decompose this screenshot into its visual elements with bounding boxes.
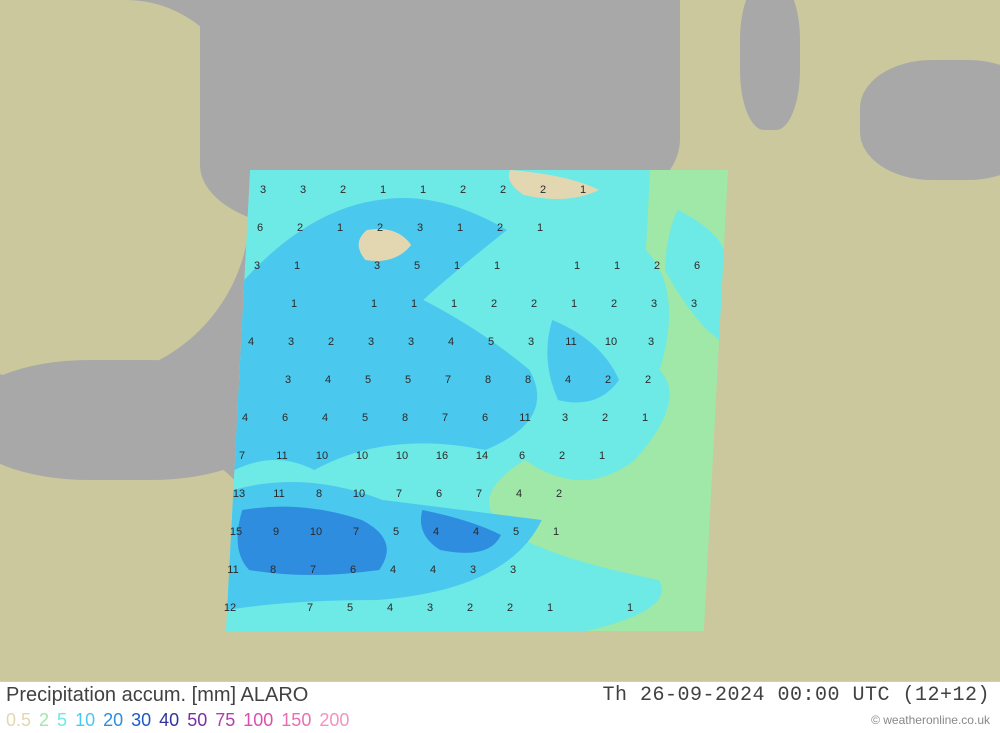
legend-step: 30 [131, 710, 151, 730]
copyright-label: © weatheronline.co.uk [871, 713, 990, 727]
sea [0, 360, 270, 480]
sea [740, 0, 800, 130]
parameter-label: Precipitation accum. [6, 684, 186, 706]
sea [860, 60, 1000, 180]
contour-svg [226, 170, 728, 631]
legend-step: 150 [281, 710, 311, 730]
legend-step: 200 [319, 710, 349, 730]
legend-step: 2 [39, 710, 49, 730]
legend-step: 5 [57, 710, 67, 730]
legend-step: 75 [215, 710, 235, 730]
weather-map-container: 3321122216212312131351111261111221233432… [0, 0, 1000, 733]
model-label: ALARO [241, 684, 309, 706]
legend-step: 0.5 [6, 710, 31, 730]
legend-step: 10 [75, 710, 95, 730]
map-canvas: 3321122216212312131351111261111221233432… [0, 0, 1000, 681]
legend-step: 40 [159, 710, 179, 730]
precipitation-contour-region [226, 170, 728, 631]
divider [0, 681, 1000, 682]
unit-label: [mm] [192, 684, 236, 706]
legend-step: 50 [187, 710, 207, 730]
color-legend: 0.5 25 10 20 30 40 50 75 100 150 200 [6, 710, 357, 731]
map-title: Precipitation accum. [mm] ALARO [6, 684, 308, 707]
legend-step: 100 [243, 710, 273, 730]
legend-step: 20 [103, 710, 123, 730]
datetime-label: Th 26-09-2024 00:00 UTC (12+12) [602, 684, 990, 707]
footer-bar: Precipitation accum. [mm] ALARO Th 26-09… [0, 681, 1000, 733]
